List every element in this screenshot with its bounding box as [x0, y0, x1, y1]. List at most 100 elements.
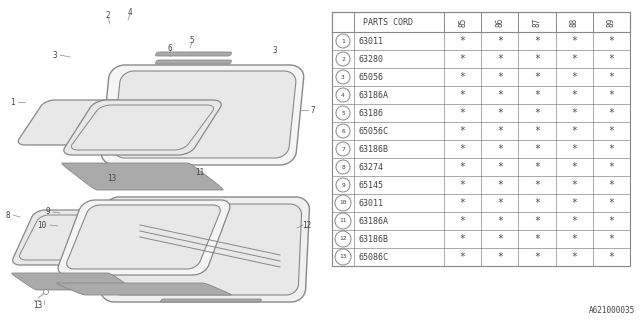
Text: *: * [460, 126, 465, 136]
Text: 63274: 63274 [358, 163, 383, 172]
Text: *: * [609, 126, 614, 136]
Text: *: * [572, 108, 577, 118]
Polygon shape [58, 200, 230, 275]
Circle shape [44, 290, 49, 294]
Circle shape [336, 34, 350, 48]
Text: *: * [609, 72, 614, 82]
Text: *: * [534, 126, 540, 136]
Text: 1: 1 [10, 98, 14, 107]
Polygon shape [101, 65, 304, 165]
Bar [332, 12, 630, 266]
Text: *: * [460, 252, 465, 262]
Text: *: * [609, 234, 614, 244]
Text: *: * [460, 108, 465, 118]
Polygon shape [72, 105, 214, 150]
Text: *: * [460, 198, 465, 208]
Text: 2: 2 [341, 57, 345, 61]
Circle shape [335, 249, 351, 265]
Text: *: * [609, 162, 614, 172]
Polygon shape [156, 52, 232, 56]
Text: *: * [460, 144, 465, 154]
Text: *: * [609, 216, 614, 226]
Text: *: * [609, 90, 614, 100]
Polygon shape [20, 215, 124, 260]
Text: 65145: 65145 [358, 180, 383, 189]
Text: 9: 9 [341, 182, 345, 188]
Text: *: * [609, 198, 614, 208]
Text: 63186B: 63186B [358, 145, 388, 154]
Circle shape [336, 70, 350, 84]
Text: *: * [534, 234, 540, 244]
Text: 63186A: 63186A [358, 91, 388, 100]
Text: *: * [534, 162, 540, 172]
Text: *: * [572, 234, 577, 244]
Text: *: * [497, 180, 503, 190]
Polygon shape [18, 100, 137, 145]
Text: *: * [609, 252, 614, 262]
Text: 12: 12 [339, 236, 347, 242]
Circle shape [336, 106, 350, 120]
Text: 3: 3 [341, 75, 345, 79]
Text: *: * [609, 144, 614, 154]
Text: *: * [609, 108, 614, 118]
Polygon shape [113, 71, 296, 158]
Circle shape [335, 213, 351, 229]
Text: *: * [572, 36, 577, 46]
Text: *: * [497, 126, 503, 136]
Text: *: * [534, 252, 540, 262]
Text: *: * [497, 90, 503, 100]
Circle shape [336, 124, 350, 138]
Polygon shape [62, 163, 223, 190]
Text: 1: 1 [341, 38, 345, 44]
Text: 3: 3 [273, 45, 277, 54]
Polygon shape [100, 197, 309, 302]
Text: *: * [497, 144, 503, 154]
Polygon shape [161, 299, 262, 302]
Text: 63011: 63011 [358, 198, 383, 207]
Text: 10: 10 [339, 201, 347, 205]
Text: 5: 5 [341, 110, 345, 116]
Text: 11: 11 [195, 167, 205, 177]
Text: 7: 7 [341, 147, 345, 151]
Text: *: * [460, 180, 465, 190]
Polygon shape [57, 283, 231, 295]
Text: *: * [534, 72, 540, 82]
Text: *: * [572, 216, 577, 226]
Text: 9: 9 [45, 207, 51, 217]
Text: 4: 4 [341, 92, 345, 98]
Text: *: * [497, 72, 503, 82]
Text: *: * [497, 252, 503, 262]
Text: 6: 6 [168, 44, 172, 52]
Text: 3: 3 [52, 51, 58, 60]
Text: *: * [497, 162, 503, 172]
Text: *: * [572, 144, 577, 154]
Text: 89: 89 [607, 17, 616, 27]
Text: *: * [534, 54, 540, 64]
Text: *: * [460, 216, 465, 226]
Text: *: * [609, 36, 614, 46]
Text: *: * [572, 54, 577, 64]
Text: 2: 2 [106, 11, 110, 20]
Text: 12: 12 [302, 220, 312, 229]
Text: *: * [534, 180, 540, 190]
Text: 85: 85 [458, 17, 467, 27]
Text: *: * [497, 234, 503, 244]
Text: *: * [497, 108, 503, 118]
Text: *: * [572, 72, 577, 82]
Text: *: * [572, 198, 577, 208]
Text: 5: 5 [189, 36, 195, 44]
Text: *: * [534, 90, 540, 100]
Text: *: * [497, 198, 503, 208]
Text: 65056C: 65056C [358, 126, 388, 135]
Text: 4: 4 [128, 7, 132, 17]
Text: *: * [572, 180, 577, 190]
Text: *: * [460, 36, 465, 46]
Text: 63280: 63280 [358, 54, 383, 63]
Text: 65056: 65056 [358, 73, 383, 82]
Text: *: * [534, 144, 540, 154]
Text: 13: 13 [33, 300, 43, 309]
Text: 63186A: 63186A [358, 217, 388, 226]
Text: 7: 7 [310, 106, 316, 115]
Circle shape [335, 231, 351, 247]
Text: *: * [572, 252, 577, 262]
